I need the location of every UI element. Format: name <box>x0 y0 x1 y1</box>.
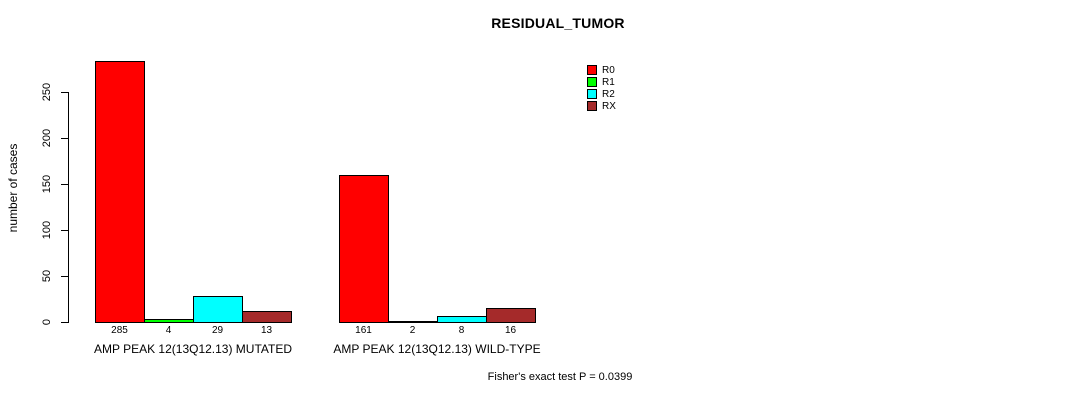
bar-value-label: 29 <box>211 325 224 336</box>
fisher-test-annotation: Fisher's exact test P = 0.0399 <box>487 371 633 383</box>
bar-r0-group2 <box>339 174 389 323</box>
y-tick-label: 100 <box>41 220 53 240</box>
bar-r1-group1 <box>144 319 194 323</box>
bar-value-label: 16 <box>504 325 517 336</box>
bar-value-label: 2 <box>409 325 416 336</box>
legend-label-r2: R2 <box>602 89 615 100</box>
legend-label-rx: RX <box>602 101 616 112</box>
bar-r0-group1 <box>95 60 145 323</box>
y-tick-mark <box>61 276 68 277</box>
chart-title: RESIDUAL_TUMOR <box>491 15 625 31</box>
y-axis-line <box>68 92 69 323</box>
y-tick-mark <box>61 138 68 139</box>
bar-value-label: 13 <box>260 325 273 336</box>
bar-value-label: 8 <box>458 325 465 336</box>
y-tick-label: 150 <box>41 174 53 194</box>
y-tick-label: 250 <box>41 82 53 102</box>
y-tick-mark <box>61 230 68 231</box>
legend-label-r0: R0 <box>602 65 615 76</box>
legend-swatch-r0 <box>587 65 597 75</box>
bar-rx-group2 <box>486 308 536 323</box>
bar-r2-group2 <box>437 315 487 323</box>
bar-value-label: 285 <box>111 325 128 336</box>
legend-label-r1: R1 <box>602 77 615 88</box>
x-category-label: AMP PEAK 12(13Q12.13) WILD-TYPE <box>333 342 541 356</box>
legend-swatch-r2 <box>587 89 597 99</box>
bar-value-label: 4 <box>165 325 172 336</box>
y-tick-label: 50 <box>41 269 53 283</box>
bar-r2-group1 <box>193 296 243 323</box>
y-tick-mark <box>61 322 68 323</box>
bar-value-label: 161 <box>355 325 372 336</box>
y-tick-mark <box>61 92 68 93</box>
y-tick-mark <box>61 184 68 185</box>
x-category-label: AMP PEAK 12(13Q12.13) MUTATED <box>93 342 293 356</box>
y-tick-label: 0 <box>41 318 53 326</box>
legend-swatch-rx <box>587 101 597 111</box>
y-tick-label: 200 <box>41 128 53 148</box>
legend-swatch-r1 <box>587 77 597 87</box>
bar-rx-group1 <box>242 311 292 323</box>
bar-r1-group2 <box>388 321 438 323</box>
